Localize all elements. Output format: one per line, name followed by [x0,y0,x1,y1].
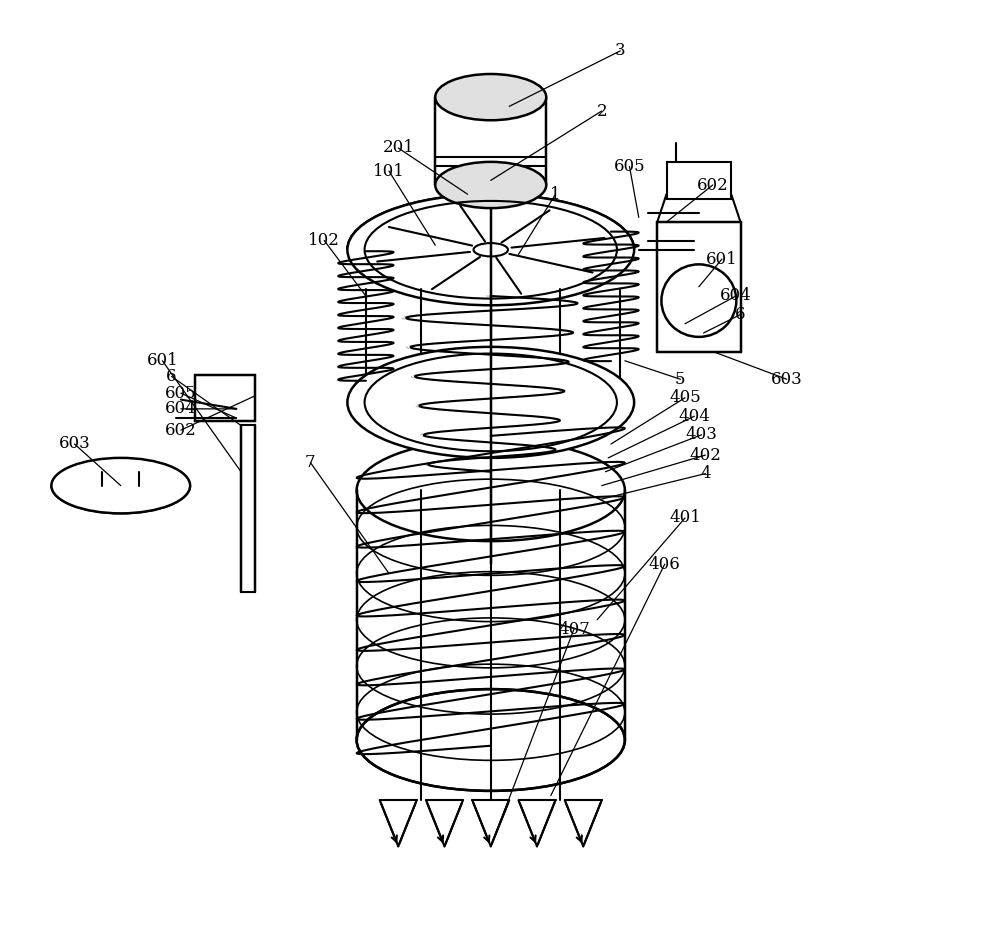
Text: 6: 6 [166,368,177,385]
Ellipse shape [435,74,546,120]
Ellipse shape [435,162,546,208]
Text: 405: 405 [669,389,701,406]
Text: 101: 101 [373,163,405,179]
Text: 2: 2 [596,103,607,119]
Text: 7: 7 [305,454,316,471]
Text: 604: 604 [720,288,752,304]
Bar [195,375,255,421]
Ellipse shape [357,439,625,541]
Ellipse shape [347,347,634,458]
Text: 601: 601 [146,352,178,369]
Text: 6: 6 [735,306,746,323]
Text: 102: 102 [308,232,340,249]
Text: 4: 4 [700,465,711,482]
Text: 601: 601 [706,251,738,267]
Ellipse shape [51,458,190,513]
Text: 201: 201 [382,140,414,156]
Bar [666,162,731,199]
Text: 407: 407 [558,621,590,637]
Text: 604: 604 [165,401,197,417]
Text: 602: 602 [165,422,197,438]
Text: 605: 605 [165,385,197,401]
Text: 402: 402 [689,447,721,463]
Text: 406: 406 [649,556,681,573]
Text: 3: 3 [615,43,626,59]
Ellipse shape [357,689,625,791]
Ellipse shape [347,194,634,305]
Text: 605: 605 [614,158,645,175]
Text: 5: 5 [675,371,686,388]
Text: 603: 603 [59,436,90,452]
Text: 1: 1 [550,186,561,203]
Text: 401: 401 [669,510,701,526]
Text: 602: 602 [697,177,729,193]
Text: 603: 603 [771,371,803,388]
Text: 404: 404 [678,408,710,425]
Ellipse shape [661,265,736,337]
Text: 403: 403 [686,426,718,443]
